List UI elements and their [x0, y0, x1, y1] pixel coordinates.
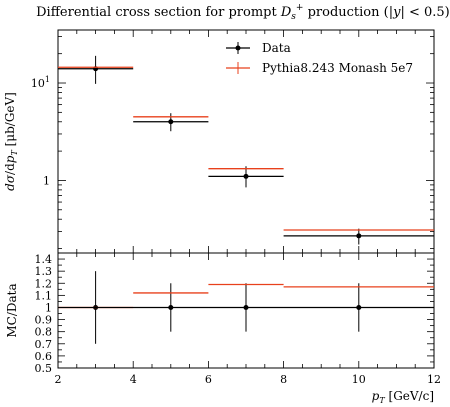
legend-entry: Data — [226, 41, 291, 55]
data-point — [243, 173, 249, 179]
y-tick-label: 1.1 — [35, 289, 53, 302]
data-point — [356, 233, 362, 239]
y-tick-label: 101 — [31, 75, 50, 90]
x-tick-label: 8 — [280, 373, 287, 386]
ratio-panel: 2 4 6 8 10 12 0.50.60.70.80.911.11.21.31.4 MC/D… — [5, 252, 441, 405]
main-panel: 101 1 dσ/dpT [μb/GeV] Data Pythia8.243 Monas… — [3, 29, 435, 254]
x-tick-label: 2 — [55, 373, 62, 386]
data-point — [168, 119, 174, 125]
y-tick-label: 1.4 — [35, 253, 53, 266]
y-tick-label: 0.9 — [35, 314, 53, 327]
legend: Data Pythia8.243 Monash 5e7 — [226, 41, 413, 75]
ratio-y-axis-label: MC/Data — [5, 283, 19, 337]
y-tick-label: 1 — [45, 301, 52, 314]
y-tick-label: 1 — [43, 174, 50, 187]
y-tick-label: 0.5 — [35, 362, 53, 375]
x-tick-label: 4 — [130, 373, 137, 386]
x-tick-label: 6 — [205, 373, 212, 386]
legend-marker — [235, 45, 241, 51]
y-axis-label: dσ/dpT [μb/GeV] — [3, 92, 19, 191]
x-tick-label: 12 — [427, 373, 441, 386]
y-tick-label: 1.2 — [35, 277, 53, 290]
legend-entry: Pythia8.243 Monash 5e7 — [226, 61, 413, 75]
legend-label: Pythia8.243 Monash 5e7 — [262, 61, 413, 75]
y-tick-label: 0.6 — [35, 350, 53, 363]
data-series — [58, 55, 434, 245]
x-tick-label: 10 — [352, 373, 366, 386]
x-axis-label: pT [GeV/c] — [372, 389, 434, 405]
legend-label: Data — [262, 41, 291, 55]
chart-title: Differential cross section for prompt Ds… — [36, 3, 450, 22]
y-tick-label: 0.7 — [35, 338, 53, 351]
mc-series — [58, 66, 434, 231]
y-tick-label: 1.3 — [35, 265, 53, 278]
y-tick-label: 0.8 — [35, 326, 53, 339]
